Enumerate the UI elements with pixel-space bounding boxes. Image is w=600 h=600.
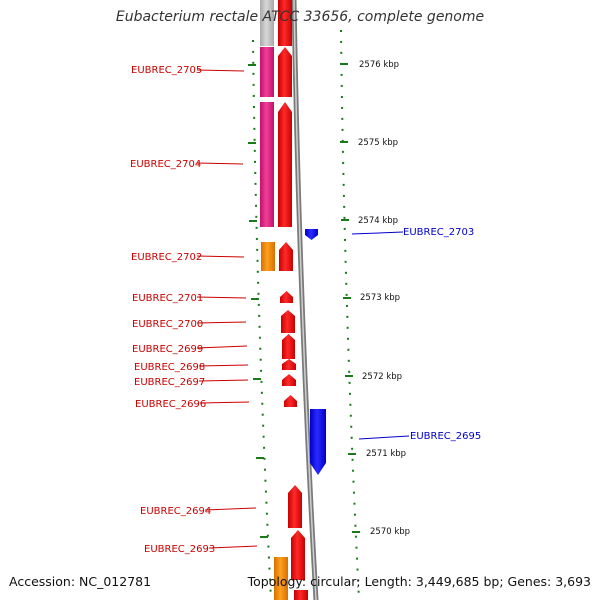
gene-label[interactable]: EUBREC_2699: [132, 344, 203, 355]
gene-label[interactable]: EUBREC_2704: [130, 159, 201, 170]
cds-arrow[interactable]: [282, 359, 296, 370]
cds-arrow-reverse[interactable]: [310, 409, 326, 475]
gene-label[interactable]: EUBREC_2697: [134, 377, 205, 388]
outer-major-ticks: [340, 63, 360, 533]
cds-arrow[interactable]: [278, 0, 292, 46]
cds-arrow[interactable]: [291, 530, 305, 580]
gene-feature[interactable]: [274, 557, 288, 600]
left-leader-lines: [196, 69, 258, 549]
gene-label[interactable]: EUBREC_2700: [132, 319, 203, 330]
right-leader-lines: [351, 231, 410, 440]
cds-arrow[interactable]: [279, 242, 293, 271]
cds-arrow[interactable]: [294, 590, 308, 600]
cds-arrow[interactable]: [278, 102, 292, 227]
cds-arrow[interactable]: [284, 395, 297, 407]
left-gene-labels: EUBREC_2705 EUBREC_2704 EUBREC_2702 EUBR…: [130, 65, 215, 555]
gene-label[interactable]: EUBREC_2703: [403, 227, 474, 238]
cds-reverse-track: [305, 229, 326, 475]
genome-summary-text: Topology: circular; Length: 3,449,685 bp…: [247, 574, 591, 589]
gene-label[interactable]: EUBREC_2696: [135, 399, 206, 410]
accession-text: Accession: NC_012781: [9, 574, 152, 589]
cds-forward-track: [278, 0, 308, 600]
outer-scale-ring: [340, 29, 360, 600]
scale-label: 2571 kbp: [366, 449, 406, 459]
scale-label: 2575 kbp: [358, 138, 398, 148]
cds-arrow[interactable]: [280, 291, 293, 303]
scale-labels: 2576 kbp 2575 kbp 2574 kbp 2573 kbp 2572…: [358, 60, 410, 537]
scale-label: 2573 kbp: [360, 293, 400, 303]
scale-label: 2572 kbp: [362, 372, 402, 382]
gene-feature[interactable]: [260, 102, 274, 227]
inner-major-ticks: [248, 64, 268, 538]
cds-arrow[interactable]: [288, 485, 302, 528]
gene-label[interactable]: EUBREC_2705: [131, 65, 202, 76]
right-gene-labels: EUBREC_2703 EUBREC_2695: [403, 227, 481, 442]
genome-title: Eubacterium rectale ATCC 33656, complete…: [115, 9, 485, 25]
gene-feature[interactable]: [260, 47, 274, 97]
scale-label: 2574 kbp: [358, 216, 398, 226]
gene-label[interactable]: EUBREC_2695: [410, 431, 481, 442]
gene-feature[interactable]: [260, 0, 274, 46]
cds-arrow-reverse[interactable]: [305, 229, 318, 240]
scale-label: 2570 kbp: [370, 527, 410, 537]
gene-label[interactable]: EUBREC_2693: [144, 544, 215, 555]
gene-label[interactable]: EUBREC_2701: [132, 293, 203, 304]
gene-feature[interactable]: [261, 242, 275, 271]
gene-label[interactable]: EUBREC_2694: [140, 506, 211, 517]
gene-track: [260, 0, 288, 600]
cds-arrow[interactable]: [282, 374, 296, 386]
cds-arrow[interactable]: [281, 310, 295, 333]
cds-arrow[interactable]: [278, 47, 292, 97]
cds-arrow[interactable]: [282, 334, 295, 359]
genome-backbone-highlight: [293, 0, 317, 600]
gene-label[interactable]: EUBREC_2702: [131, 252, 202, 263]
gene-label[interactable]: EUBREC_2698: [134, 362, 205, 373]
scale-label: 2576 kbp: [359, 60, 399, 70]
